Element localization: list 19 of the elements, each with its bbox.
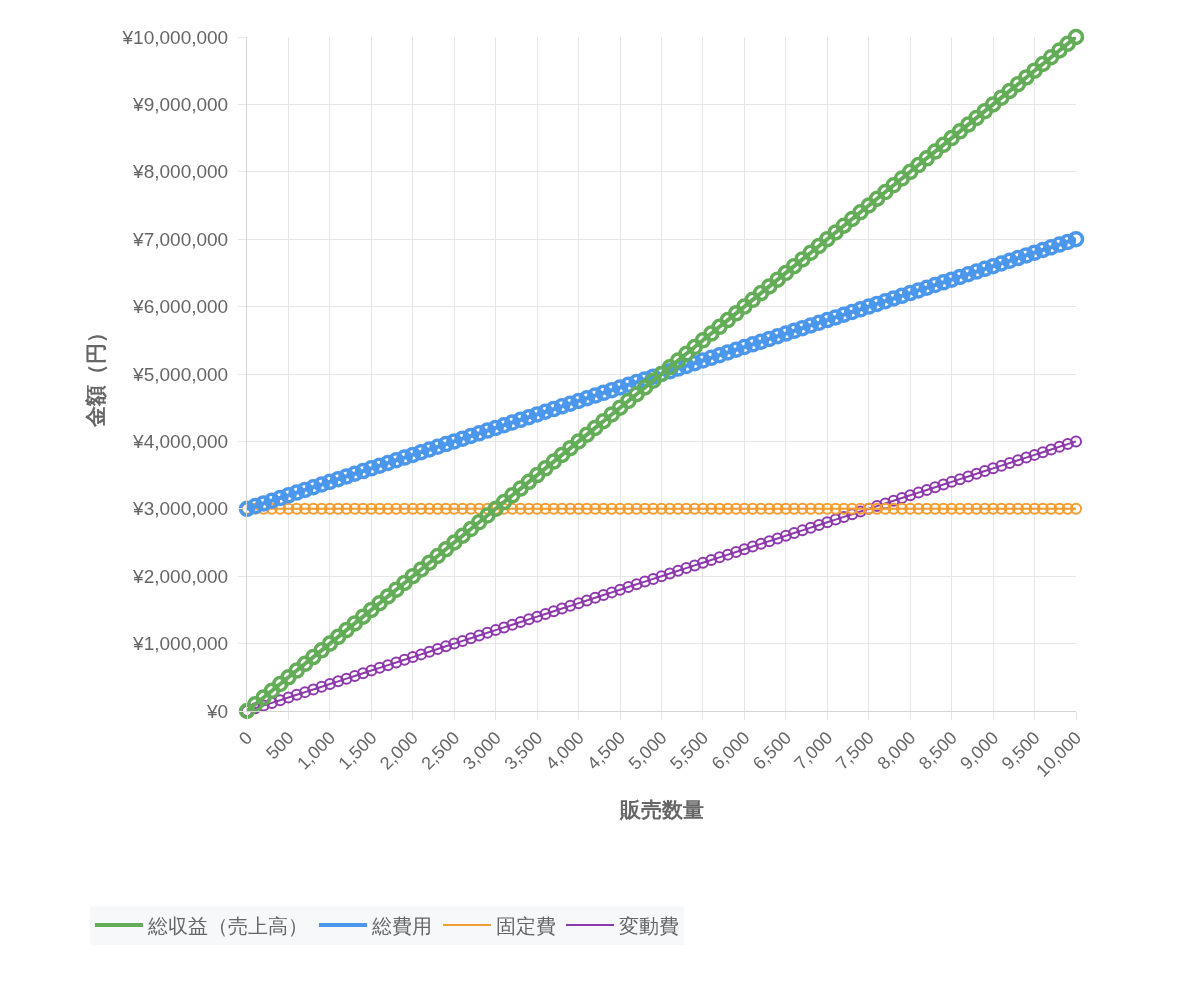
x-tick-label: 500	[262, 727, 298, 764]
y-tick-label: ¥5,000,000	[132, 363, 229, 385]
legend-label: 変動費	[619, 914, 679, 937]
y-tick-label: ¥9,000,000	[132, 94, 229, 116]
y-tick-label: ¥10,000,000	[121, 26, 229, 48]
x-axis-title: 販売数量	[618, 797, 704, 821]
y-tick-label: ¥8,000,000	[132, 161, 229, 183]
y-tick-label: ¥7,000,000	[132, 228, 229, 250]
legend-label: 固定費	[496, 914, 556, 937]
y-tick-label: ¥0	[206, 700, 229, 722]
y-axis-title: 金額（円）	[83, 321, 108, 428]
x-tick-label: 0	[234, 727, 257, 749]
y-tick-label: ¥2,000,000	[132, 565, 229, 587]
legend-label: 総収益（売上高）	[147, 914, 308, 937]
y-tick-label: ¥4,000,000	[132, 431, 229, 453]
y-tick-label: ¥6,000,000	[132, 296, 229, 318]
y-tick-label: ¥1,000,000	[132, 633, 229, 655]
legend-label: 総費用	[371, 914, 432, 937]
y-tick-label: ¥3,000,000	[132, 498, 229, 520]
